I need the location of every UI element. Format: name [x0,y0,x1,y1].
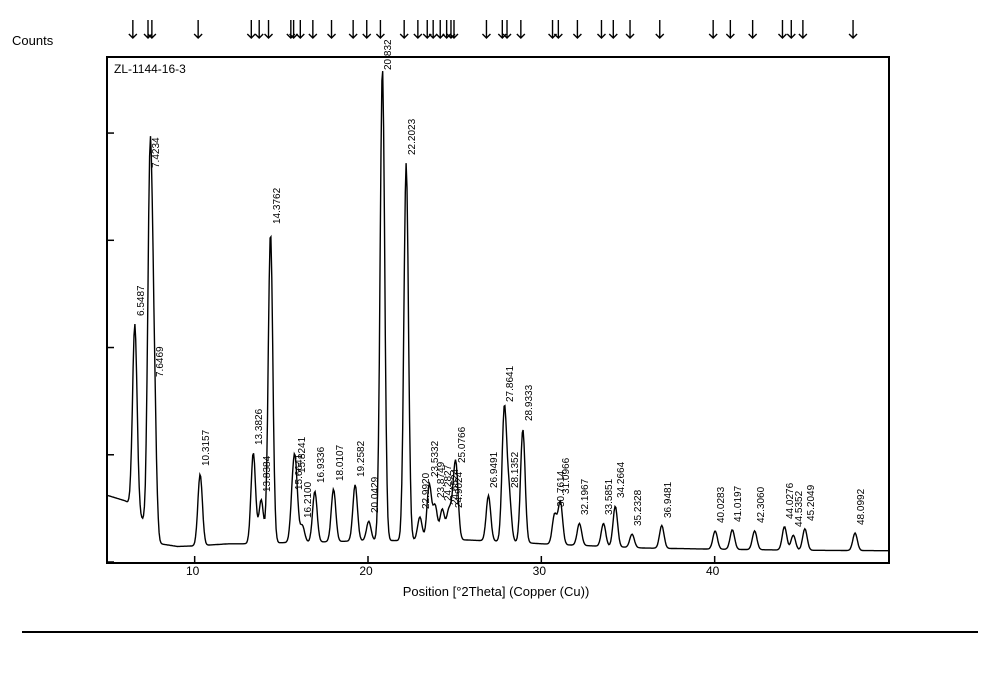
peak-label: 31.0966 [561,458,572,494]
peak-label: 28.1352 [510,451,521,487]
footer-rule [22,631,978,633]
peak-label: 22.2023 [407,119,418,155]
peak-label: 40.0283 [716,487,727,523]
x-tick-label: 30 [533,564,546,578]
peak-label: 35.2328 [633,490,644,526]
peak-label: 44.5352 [794,491,805,527]
peak-label: 22.9920 [421,473,432,509]
x-tick-label: 20 [359,564,372,578]
peak-label: 15.8241 [297,436,308,472]
peak-label: 16.9336 [316,447,327,483]
peak-label: 13.8384 [262,456,273,492]
peak-label: 10.3157 [201,430,212,466]
peak-label: 6.5487 [136,285,147,316]
peak-label: 33.5851 [604,479,615,515]
peak-label: 18.0107 [335,445,346,481]
x-tick-label: 10 [186,564,199,578]
peak-label: 32.1967 [580,479,591,515]
x-tick-label: 40 [706,564,719,578]
peak-label: 16.2100 [303,481,314,517]
peak-label: 24.9024 [454,472,465,508]
peak-label: 34.2664 [616,462,627,498]
x-axis-title: Position [°2Theta] (Copper (Cu)) [403,584,590,599]
peak-label: 28.9333 [524,385,535,421]
peak-label: 14.3762 [272,188,283,224]
peak-label: 42.3060 [756,487,767,523]
peak-label: 48.0992 [856,489,867,525]
peak-label: 20.0429 [370,477,381,513]
peak-label: 45.2049 [806,485,817,521]
peak-label: 41.0197 [733,486,744,522]
peak-label: 36.9481 [663,481,674,517]
peak-label: 27.8641 [505,366,516,402]
peak-label: 25.0766 [457,427,468,463]
peak-label: 20.832 [383,39,394,70]
peak-label: 13.3826 [254,408,265,444]
peak-label: 7.4234 [151,137,162,168]
peak-label: 7.6469 [155,346,166,377]
peak-label: 19.2582 [356,441,367,477]
peak-markers-strip [0,0,1000,56]
peak-label: 26.9491 [489,451,500,487]
